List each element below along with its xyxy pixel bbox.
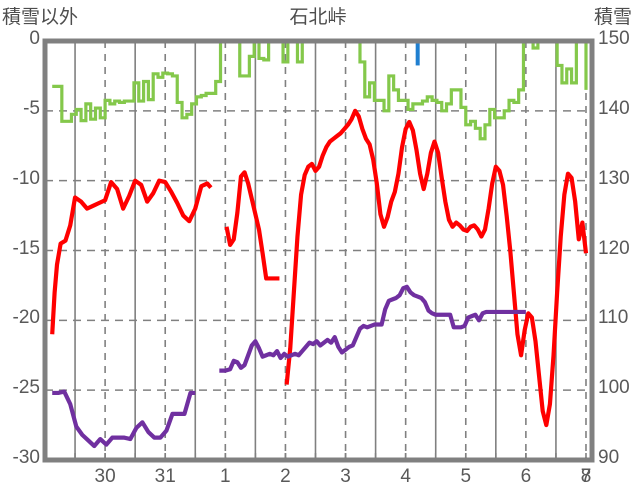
y-axis-tick-left: 0: [29, 28, 40, 49]
x-axis-tick: 8: [580, 466, 592, 487]
series-line-temperature: [284, 108, 589, 428]
x-axis-tick: 7: [580, 466, 592, 487]
y-axis-tick-left: -10: [12, 167, 40, 189]
x-axis-tick: 6: [520, 466, 532, 487]
y-axis-tick-left: -20: [12, 307, 40, 329]
series-group: [50, 41, 589, 449]
y-axis-tick-right: 100: [598, 377, 630, 399]
y-axis-tick-right: 110: [598, 307, 629, 329]
y-axis-tick-right: 90: [598, 447, 620, 468]
chart-title: 石北峠: [289, 7, 347, 28]
y-axis-tick-right: 150: [598, 28, 630, 49]
y-axis-tick-left: -15: [12, 237, 40, 259]
x-axis-tick: 31: [154, 466, 176, 487]
y-axis-tick-right: 120: [598, 237, 630, 259]
series-line-temperature: [224, 170, 280, 281]
x-axis-tick: 4: [400, 466, 411, 487]
y-axis-tick-left: -25: [12, 377, 40, 399]
x-axis-tick: 30: [94, 466, 116, 487]
series-line-snow: [52, 41, 588, 141]
right-axis-title: 積雪: [593, 7, 632, 28]
series-line-dewpoint: [52, 389, 196, 449]
x-axis-tick: 2: [280, 466, 291, 487]
y-axis-tick-right: 130: [598, 167, 630, 189]
y-axis-tick-right: 140: [598, 97, 630, 119]
left-axis-title: 積雪以外: [2, 7, 79, 28]
x-axis-tick: 1: [220, 466, 231, 487]
y-axis-tick-left: -30: [12, 447, 40, 468]
y-axis-tick-left: -5: [23, 97, 40, 119]
x-axis-tick: 5: [460, 466, 472, 487]
plot-frame: [42, 38, 595, 463]
x-axis-tick: 3: [340, 466, 351, 487]
series-line-dewpoint: [219, 284, 526, 373]
series-line-temperature: [50, 178, 213, 335]
